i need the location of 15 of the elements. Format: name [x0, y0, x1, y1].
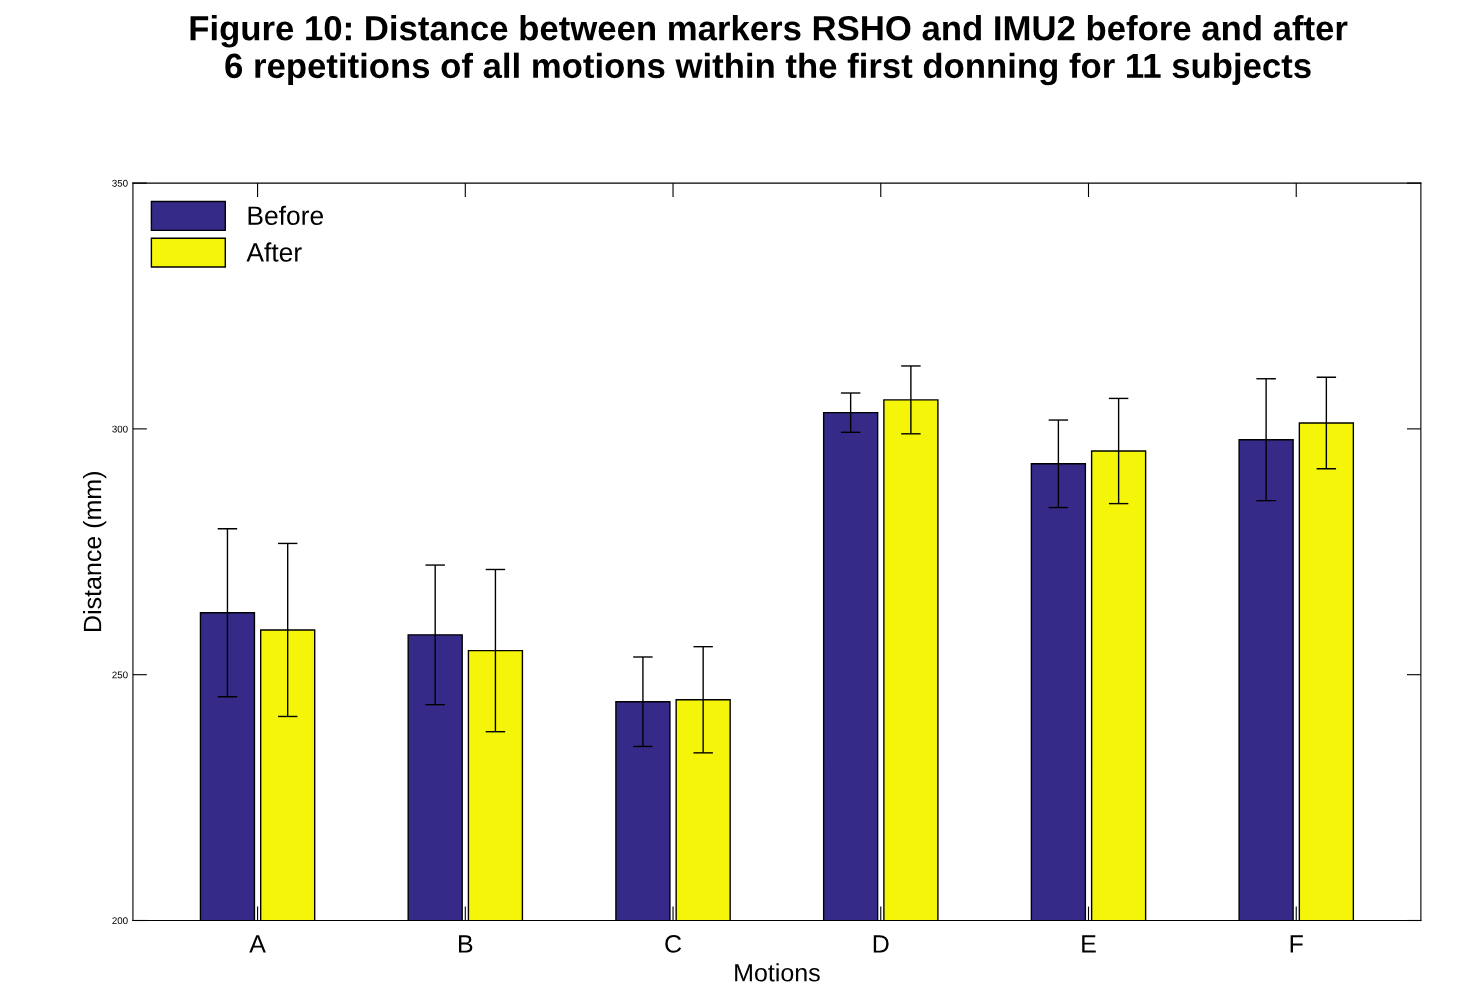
- chart-title: Figure 10: Distance between markers RSHO and IMU2 before and after 6 repetitions of all motions within the first donning for 11 subjects: [190, 15, 1348, 86]
- x-tick-label: C: [665, 935, 682, 953]
- y-tick-label: 300: [112, 425, 128, 433]
- x-tick-label: D: [873, 935, 889, 953]
- legend-label: Before: [248, 205, 323, 226]
- x-axis-title: Motions: [735, 963, 820, 982]
- y-tick-label: 350: [112, 179, 128, 187]
- y-tick-label: 200: [112, 917, 128, 925]
- legend-label: After: [246, 242, 302, 262]
- x-tick-label: B: [459, 935, 473, 953]
- x-tick-label: E: [1082, 935, 1096, 953]
- x-tick-label: A: [249, 935, 266, 953]
- y-tick-label: 250: [112, 671, 128, 679]
- x-tick-label: F: [1290, 935, 1303, 953]
- y-axis-title: Distance (mm): [82, 472, 107, 631]
